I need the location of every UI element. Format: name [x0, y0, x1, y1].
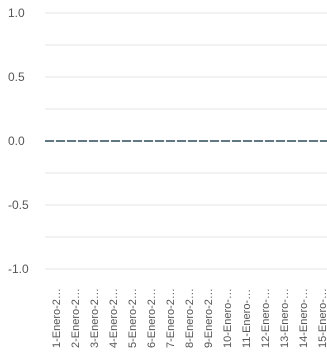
x-tick-label: 15-Enero-… — [317, 288, 327, 348]
x-tick-label: 1-Enero-2… — [51, 288, 63, 348]
x-tick-label: 7-Enero-2… — [165, 288, 177, 348]
x-tick-label: 9-Enero-2… — [203, 288, 215, 348]
x-tick-label: 3-Enero-2… — [89, 288, 101, 348]
x-axis-tick-labels: 1-Enero-2… 2-Enero-2… 3-Enero-2… 4-Enero-2…… — [51, 288, 327, 348]
x-tick-label: 13-Enero-… — [279, 288, 291, 348]
y-tick-label: -1.0 — [8, 262, 29, 276]
y-axis-tick-labels: 1.0 0.5 0.0 -0.5 -1.0 — [8, 6, 29, 276]
x-tick-label: 12-Enero-… — [260, 288, 272, 348]
x-tick-label: 6-Enero-2… — [146, 288, 158, 348]
x-tick-label: 8-Enero-2… — [184, 288, 196, 348]
x-tick-label: 10-Enero-… — [222, 288, 234, 348]
x-tick-label: 5-Enero-2… — [127, 288, 139, 348]
x-tick-label: 4-Enero-2… — [108, 288, 120, 348]
x-tick-label: 14-Enero-… — [298, 288, 310, 348]
x-tick-label: 2-Enero-2… — [70, 288, 82, 348]
y-tick-label: 0.5 — [8, 70, 25, 84]
y-tick-label: 0.0 — [8, 134, 25, 148]
y-tick-label: -0.5 — [8, 198, 29, 212]
x-tick-label: 11-Enero-… — [241, 289, 253, 348]
y-tick-label: 1.0 — [8, 6, 25, 20]
